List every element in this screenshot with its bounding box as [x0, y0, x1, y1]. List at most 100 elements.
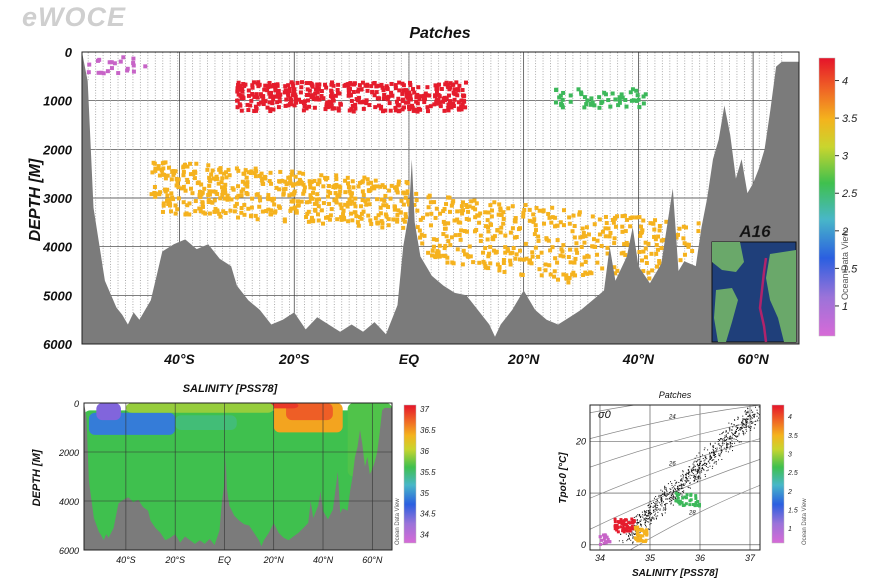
station-dot — [214, 140, 216, 142]
station-dot — [259, 156, 261, 158]
station-dot — [281, 304, 283, 305]
station-dot — [490, 250, 492, 252]
station-dot — [132, 108, 134, 110]
station-dot — [423, 245, 425, 247]
station-dot — [490, 277, 492, 279]
station-dot — [475, 183, 477, 185]
station-dot — [333, 71, 335, 73]
station-dot — [251, 186, 253, 188]
station-dot — [333, 143, 335, 145]
station-dot — [475, 172, 477, 174]
ewoce-brand: eWOCE — [22, 2, 127, 32]
station-dot — [490, 183, 492, 185]
station-dot — [341, 95, 343, 97]
station-dot — [244, 65, 246, 67]
station-dot — [333, 239, 335, 241]
station-dot — [125, 180, 126, 182]
station-dot — [110, 55, 112, 57]
station-dot — [259, 234, 261, 236]
station-dot — [326, 245, 328, 247]
station-dot — [125, 164, 126, 166]
station-dot — [251, 116, 253, 118]
station-dot — [125, 255, 126, 257]
station-dot — [497, 288, 499, 289]
station-dot — [333, 73, 335, 75]
station-dot — [132, 138, 134, 140]
station-dot — [296, 277, 298, 279]
station-dot — [162, 71, 164, 73]
station-dot — [371, 130, 372, 132]
station-dot — [169, 122, 171, 123]
station-dot — [199, 213, 201, 214]
station-dot — [460, 65, 462, 67]
station-dot — [415, 60, 417, 62]
station-dot — [438, 135, 440, 137]
station-dot — [438, 197, 440, 198]
station-dot — [311, 301, 313, 303]
station-dot — [460, 116, 462, 118]
station-dot — [318, 138, 320, 140]
station-dot — [341, 325, 343, 327]
station-dot — [139, 317, 141, 319]
station-dot — [318, 309, 320, 311]
station-dot — [415, 180, 417, 182]
station-dot — [326, 242, 328, 244]
station-dot — [266, 124, 268, 126]
station-dot — [251, 79, 253, 81]
station-dot — [341, 89, 343, 91]
station-dot — [266, 172, 268, 174]
station-dot — [468, 242, 469, 244]
station-dot — [139, 266, 141, 268]
station-dot — [229, 261, 231, 263]
station-dot — [289, 229, 290, 231]
station-dot — [154, 234, 156, 236]
station-dot — [430, 207, 432, 209]
station-dot — [147, 122, 149, 123]
station-dot — [266, 266, 268, 268]
station-dot — [341, 298, 343, 300]
station-dot — [400, 250, 402, 252]
station-dot — [207, 138, 208, 140]
station-dot — [303, 207, 305, 209]
station-dot — [303, 258, 305, 260]
station-dot — [363, 154, 365, 156]
station-dot — [415, 170, 417, 172]
station-dot — [229, 124, 231, 126]
station-dot — [229, 106, 231, 107]
station-dot — [490, 84, 492, 86]
station-dot — [139, 231, 141, 233]
station-dot — [497, 92, 499, 94]
station-dot — [363, 271, 365, 273]
station-dot — [289, 250, 290, 252]
station-dot — [371, 103, 372, 105]
station-dot — [475, 285, 477, 287]
station-dot — [259, 148, 261, 150]
station-dot — [132, 261, 134, 263]
station-dot — [281, 266, 283, 268]
station-dot — [341, 57, 343, 59]
station-dot — [147, 258, 149, 260]
station-dot — [132, 114, 134, 115]
station-dot — [102, 229, 104, 231]
station-dot — [125, 119, 126, 121]
station-dot — [221, 100, 223, 102]
station-dot — [184, 135, 186, 137]
station-dot — [453, 285, 455, 287]
station-dot — [497, 285, 499, 287]
station-dot — [259, 170, 261, 172]
station-dot — [497, 234, 499, 236]
station-dot — [453, 210, 455, 212]
station-dot — [475, 148, 477, 150]
station-dot — [214, 100, 216, 102]
station-dot — [132, 218, 134, 220]
station-dot — [311, 261, 313, 263]
station-dot — [259, 63, 261, 65]
station-dot — [147, 127, 149, 129]
station-dot — [169, 156, 171, 158]
station-dot — [199, 97, 201, 99]
station-dot — [274, 263, 276, 265]
station-dot — [386, 175, 387, 177]
station-dot — [169, 151, 171, 153]
station-dot — [289, 65, 290, 67]
station-dot — [274, 138, 276, 140]
